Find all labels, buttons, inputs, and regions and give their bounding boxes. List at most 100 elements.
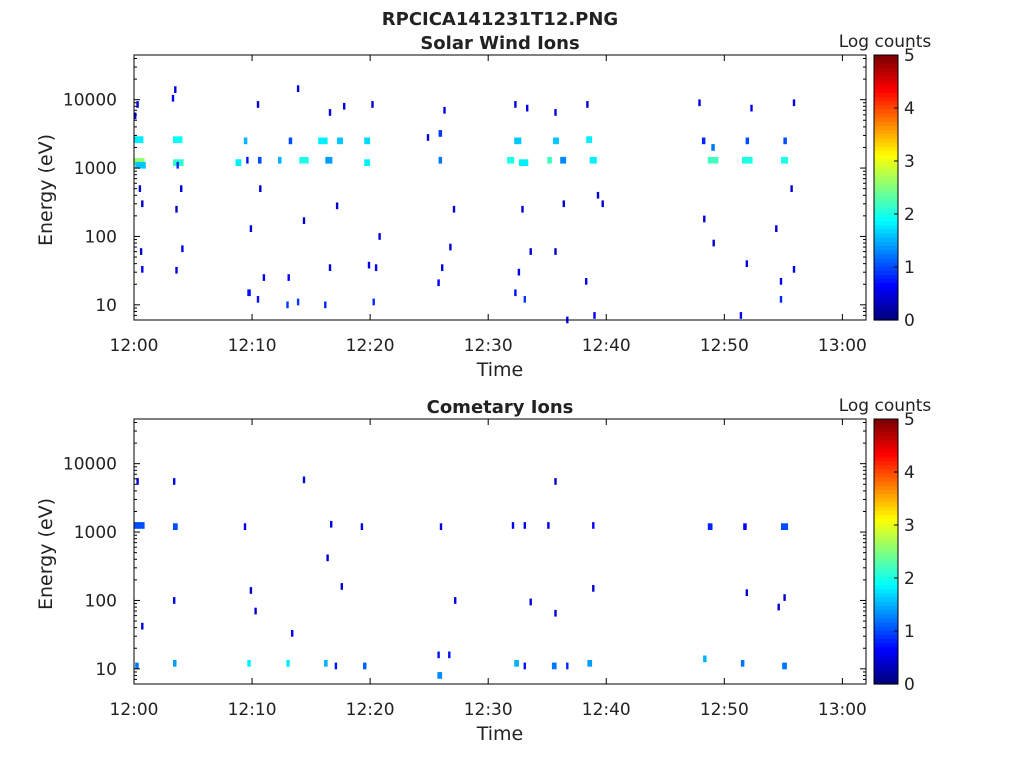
colorbar-swatch [874, 634, 898, 640]
heatmap-cell [529, 598, 532, 606]
heatmap-cell [585, 278, 588, 285]
heatmap-cell [740, 660, 745, 667]
heatmap-cell [173, 478, 176, 485]
heatmap-cell [176, 161, 179, 169]
heatmap-cell [288, 137, 293, 145]
heatmap-cell [180, 185, 183, 192]
heatmap-cell [507, 156, 515, 164]
heatmap-cell [173, 597, 176, 604]
heatmap-cell [318, 137, 328, 145]
colorbar-swatch [874, 671, 898, 677]
heatmap-cell [587, 660, 593, 667]
x-tick-label: 13:00 [818, 336, 867, 356]
colorbar-tick-label: 3 [904, 152, 915, 172]
colorbar-swatch [874, 419, 898, 424]
heatmap-cell [792, 99, 796, 107]
colorbar-tick-label: 1 [904, 258, 915, 278]
colorbar-swatch [874, 245, 898, 251]
x-tick-label: 12:20 [346, 700, 395, 720]
heatmap-cell [371, 101, 374, 108]
colorbar-swatch [874, 675, 898, 681]
y-tick-label: 1000 [74, 159, 117, 179]
heatmap-cell [256, 296, 260, 303]
heatmap-cell [517, 268, 521, 276]
heatmap-cell [698, 99, 701, 107]
colorbar-swatch [874, 257, 898, 263]
colorbar-swatch [874, 295, 898, 300]
heatmap-cell [296, 298, 300, 306]
heatmap-cell [325, 156, 333, 164]
heatmap-cell [335, 202, 339, 210]
heatmap-cell [783, 594, 786, 601]
heatmap-cell [742, 156, 753, 164]
heatmap-cell [779, 278, 783, 285]
colorbar-swatch [874, 79, 898, 85]
colorbar-tick-label: 2 [904, 569, 915, 589]
heatmap-cell [254, 607, 257, 615]
colorbar-swatch [874, 439, 898, 445]
heatmap-cell [262, 274, 266, 281]
colorbar-swatch [874, 311, 898, 317]
heatmap-cell [134, 522, 145, 529]
heatmap-cell [259, 185, 262, 192]
heatmap-cell [173, 136, 183, 143]
colorbar-swatch [874, 233, 898, 238]
colorbar-swatch [874, 630, 898, 635]
colorbar-swatch [874, 208, 898, 213]
colorbar-swatch [874, 224, 898, 230]
heatmap-cell [364, 137, 371, 145]
colorbar-swatch [874, 100, 898, 106]
colorbar-swatch [874, 559, 898, 565]
heatmap-cell [246, 156, 249, 164]
heatmap-cell [278, 156, 282, 164]
colorbar-swatch [874, 650, 898, 656]
colorbar-swatch [874, 212, 898, 218]
heatmap-cell [286, 660, 290, 667]
heatmap-cell [249, 225, 253, 232]
heatmap-cell [286, 301, 289, 309]
heatmap-cell [437, 651, 440, 659]
heatmap-cell [343, 102, 346, 110]
colorbar-tick-label: 3 [904, 516, 915, 536]
colorbar-swatch [874, 493, 898, 499]
heatmap-cell [560, 156, 567, 164]
colorbar-swatch [874, 646, 898, 652]
heatmap-cell [792, 266, 796, 273]
colorbar: 0 1 2 3 4 5 [873, 410, 915, 695]
heatmap-cell [514, 289, 517, 297]
colorbar-swatch [874, 497, 898, 503]
heatmap-cell [360, 523, 364, 530]
colorbar-swatch [874, 464, 898, 470]
heatmap-cell [526, 104, 529, 112]
cometary-colorbar-label: Log counts [839, 396, 932, 416]
x-tick-label: 12:00 [110, 336, 159, 356]
y-tick-label: 100 [85, 227, 117, 247]
heatmap-cell [554, 109, 557, 116]
colorbar-tick-label: 4 [904, 99, 915, 119]
solar-wind-ylabel: Energy (eV) [35, 134, 57, 246]
heatmap-cell [514, 101, 517, 108]
colorbar-swatch [874, 431, 898, 437]
colorbar-swatch [874, 92, 898, 98]
heatmap-cell [437, 279, 440, 287]
heatmap-cell [592, 522, 595, 529]
plot-frame [133, 54, 867, 321]
heatmap-cell [258, 156, 262, 164]
heatmap-cell [554, 248, 557, 255]
heatmap-cell [514, 137, 522, 145]
heatmap-cell [378, 233, 381, 240]
heatmap-cell [547, 522, 550, 529]
heatmap-cell [554, 478, 557, 485]
heatmap-cell [781, 523, 789, 530]
heatmap-cell [243, 137, 248, 145]
x-tick-label: 12:20 [346, 336, 395, 356]
colorbar-swatch [874, 133, 898, 139]
colorbar-swatch [874, 59, 898, 64]
heatmap-cell [334, 662, 338, 670]
heatmap-cell [135, 161, 146, 169]
colorbar-swatch [874, 460, 898, 466]
solar-wind-panel: Solar Wind Ions Log counts Time Energy (… [35, 32, 931, 381]
heatmap-cell [141, 200, 144, 208]
heatmap-cell [596, 191, 600, 199]
heatmap-cell [711, 144, 715, 151]
